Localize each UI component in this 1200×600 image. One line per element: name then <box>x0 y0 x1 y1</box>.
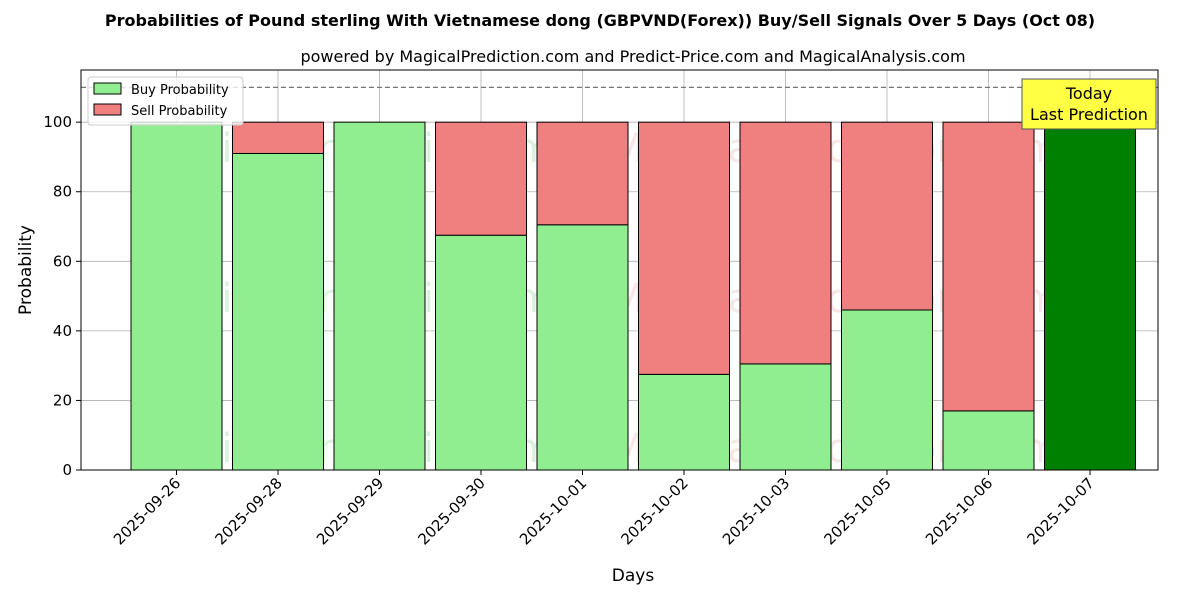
buy-bar <box>435 234 527 471</box>
bar-layer <box>130 121 1136 471</box>
x-tick-label: 2025-10-01 <box>516 474 590 548</box>
y-tick-label: 80 <box>53 183 72 201</box>
sell-bar <box>638 121 730 375</box>
x-tick-label: 2025-10-05 <box>820 474 894 548</box>
buy-bar <box>1044 121 1136 471</box>
x-tick-label: 2025-09-28 <box>211 474 285 548</box>
buy-bar <box>232 152 324 471</box>
annotation-line-1: Today <box>1065 84 1112 103</box>
sell-bar <box>841 121 933 311</box>
x-tick-label: 2025-10-02 <box>617 474 691 548</box>
x-tick-label: 2025-09-30 <box>414 474 488 548</box>
y-tick-label: 100 <box>43 113 72 131</box>
sell-bar <box>739 121 832 365</box>
chart-title: Probabilities of Pound sterling With Vie… <box>105 11 1095 30</box>
chart-subtitle: powered by MagicalPrediction.com and Pre… <box>300 47 965 66</box>
y-axis: 0 20 40 60 80 100 <box>43 113 81 479</box>
annotation-line-2: Last Prediction <box>1030 105 1148 124</box>
buy-bar <box>130 121 223 471</box>
legend-swatch-sell <box>93 103 122 116</box>
legend-swatch-buy <box>93 82 122 95</box>
y-tick-label: 20 <box>53 391 72 409</box>
buy-bar <box>841 309 933 471</box>
x-tick-label: 2025-10-07 <box>1023 474 1097 548</box>
y-tick-label: 0 <box>62 461 72 479</box>
x-tick-label: 2025-10-06 <box>922 474 996 548</box>
y-tick-label: 60 <box>53 252 72 270</box>
x-axis: 2025-09-26 2025-09-28 2025-09-29 2025-09-30… <box>110 470 1098 548</box>
sell-bar <box>942 121 1035 412</box>
legend-label-buy: Buy Probability <box>131 83 229 98</box>
y-tick-label: 40 <box>53 322 72 340</box>
sell-bar <box>232 121 324 154</box>
buy-bar <box>942 410 1035 471</box>
sell-bar <box>435 121 527 236</box>
x-tick-label: 2025-09-26 <box>110 474 184 548</box>
sell-bar <box>536 121 629 226</box>
buy-bar <box>536 224 629 471</box>
annotation-box <box>1021 78 1157 130</box>
x-tick-label: 2025-10-03 <box>719 474 793 548</box>
today-annotation: Today Last Prediction <box>1021 78 1157 130</box>
x-tick-label: 2025-09-29 <box>313 474 387 548</box>
buy-bar <box>333 121 426 471</box>
legend-box <box>87 76 244 126</box>
x-axis-label: Days <box>612 566 655 586</box>
buy-bar <box>638 373 730 471</box>
legend: Buy Probability Sell Probability <box>87 76 244 126</box>
plot-area-frame <box>80 69 1159 471</box>
legend-label-sell: Sell Probability <box>131 104 228 119</box>
y-axis-label: Probability <box>16 225 36 315</box>
buy-bar <box>739 363 832 471</box>
